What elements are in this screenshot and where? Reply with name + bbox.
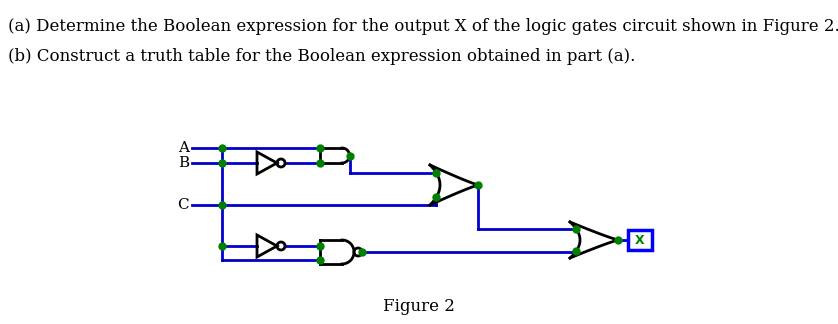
Text: (a) Determine the Boolean expression for the output X of the logic gates circuit: (a) Determine the Boolean expression for… <box>8 18 838 35</box>
FancyBboxPatch shape <box>628 230 652 250</box>
Text: A: A <box>178 141 189 155</box>
Text: (b) Construct a truth table for the Boolean expression obtained in part (a).: (b) Construct a truth table for the Bool… <box>8 48 635 65</box>
Text: Figure 2: Figure 2 <box>383 298 455 315</box>
Text: B: B <box>178 156 189 170</box>
Text: X: X <box>635 234 644 247</box>
Text: C: C <box>178 198 189 212</box>
